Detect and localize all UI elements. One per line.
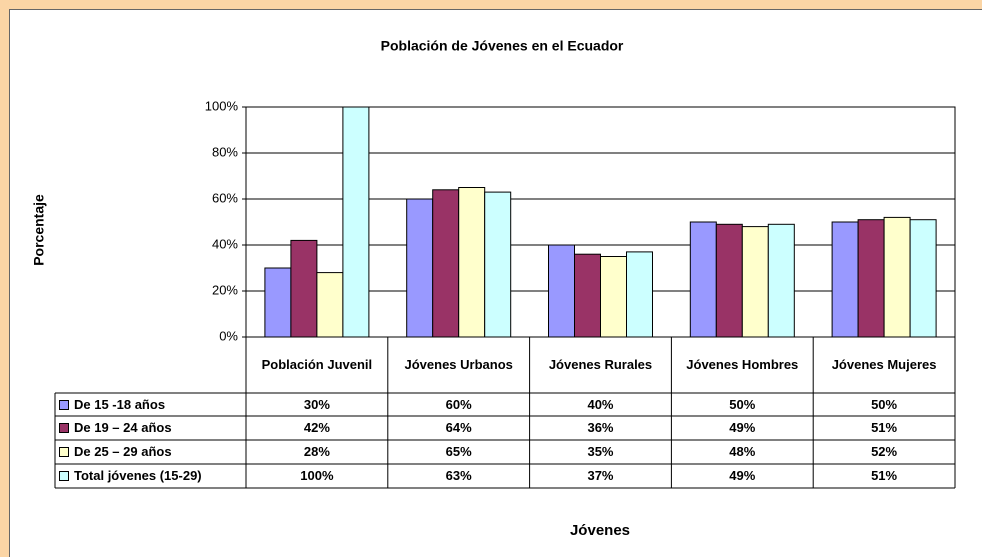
table-value: 48%: [729, 444, 756, 459]
bar: [741, 226, 769, 338]
table-value: 28%: [303, 444, 330, 459]
category-label: Jóvenes Mujeres: [831, 357, 937, 372]
bar: [458, 187, 486, 338]
table-value: 42%: [303, 420, 330, 435]
y-tick-label: 100%: [205, 98, 239, 113]
legend-entry: Total jóvenes (15-29): [55, 464, 246, 488]
table-value: 30%: [303, 396, 330, 412]
bar: [432, 189, 460, 338]
table-value: 65%: [445, 444, 472, 459]
bar: [626, 251, 653, 338]
table-value: 50%: [871, 396, 898, 412]
bar: [548, 244, 575, 338]
bar: [715, 223, 743, 338]
table-value: 51%: [871, 468, 898, 483]
table-value: 51%: [871, 420, 898, 435]
x-axis-title: Jóvenes: [570, 522, 630, 539]
y-tick-label: 60%: [212, 190, 238, 205]
bar: [767, 223, 795, 338]
bar: [857, 219, 885, 338]
bar: [831, 221, 859, 338]
table-value: 60%: [445, 396, 472, 412]
legend-key: [59, 399, 69, 410]
bar: [574, 253, 601, 338]
bar: [342, 106, 370, 338]
bar: [689, 221, 717, 338]
legend-label: De 19 – 24 años: [74, 420, 172, 435]
legend-key: [59, 423, 69, 433]
legend-label: De 15 -18 años: [74, 396, 166, 412]
table-value: 49%: [729, 468, 756, 483]
legend-entry: De 15 -18 años: [55, 393, 246, 416]
table-value: 40%: [587, 396, 614, 412]
legend-key: [59, 447, 69, 457]
category-label: Jóvenes Urbanos: [404, 357, 513, 372]
legend-label: Total jóvenes (15-29): [74, 468, 202, 483]
table-value: 37%: [587, 468, 614, 483]
y-tick-label: 20%: [212, 282, 238, 297]
y-tick-label: 80%: [212, 144, 238, 159]
legend-entry: De 25 – 29 años: [55, 440, 246, 464]
table-value: 49%: [729, 420, 756, 435]
chart-title: Población de Jóvenes en el Ecuador: [381, 38, 624, 54]
table-value: 35%: [587, 444, 614, 459]
table-value: 50%: [729, 396, 756, 412]
category-label: Jóvenes Rurales: [548, 357, 653, 372]
legend-key: [59, 471, 69, 481]
bar: [264, 267, 292, 338]
bar: [909, 219, 937, 338]
y-tick-label: 40%: [212, 236, 238, 251]
table-value: 100%: [300, 468, 334, 483]
bar: [600, 256, 627, 338]
table-value: 63%: [445, 468, 472, 483]
bar: [316, 272, 344, 338]
category-label: Población Juvenil: [261, 357, 373, 372]
legend-label: De 25 – 29 años: [74, 444, 172, 459]
table-value: 64%: [445, 420, 472, 435]
bar: [290, 239, 318, 338]
y-axis-title: Porcentaje: [31, 194, 47, 266]
y-tick-label: 0%: [219, 328, 238, 343]
bar: [406, 198, 434, 338]
legend-entry: De 19 – 24 años: [55, 416, 246, 440]
table-value: 36%: [587, 420, 614, 435]
category-label: Jóvenes Hombres: [686, 357, 799, 372]
bar: [484, 191, 512, 338]
bar: [883, 216, 911, 338]
table-value: 52%: [871, 444, 898, 459]
